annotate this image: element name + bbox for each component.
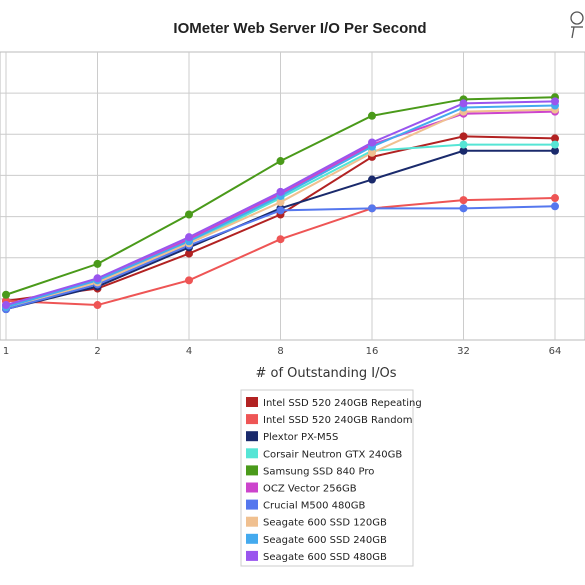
data-point <box>2 290 10 299</box>
data-point <box>459 196 468 205</box>
data-point <box>459 99 468 108</box>
x-tick-label: 64 <box>549 346 562 357</box>
legend-entry[interactable]: Corsair Neutron GTX 240GB <box>263 449 402 460</box>
legend-swatch[interactable] <box>246 397 258 407</box>
legend-swatch[interactable] <box>246 516 258 527</box>
data-point <box>276 157 285 166</box>
x-tick-label: 4 <box>186 346 192 357</box>
x-tick-label: 1 <box>3 346 9 357</box>
x-tick-label: 32 <box>457 346 470 357</box>
legend-swatch[interactable] <box>246 550 258 561</box>
x-axis-label: # of Outstanding I/Os <box>255 366 396 381</box>
legend-entry[interactable]: Intel SSD 520 240GB Repeating <box>263 398 422 409</box>
data-point <box>551 146 559 155</box>
series-points <box>2 93 559 314</box>
data-point <box>459 204 468 213</box>
legend-entry[interactable]: OCZ Vector 256GB <box>263 484 357 495</box>
legend-entry[interactable]: Crucial M500 480GB <box>263 501 366 512</box>
data-point <box>459 146 468 155</box>
data-point <box>368 175 376 184</box>
data-point <box>185 249 193 258</box>
data-point <box>276 198 285 207</box>
legend-box <box>240 389 414 567</box>
data-point <box>551 194 559 203</box>
legend-swatch[interactable] <box>246 448 258 459</box>
corner-logo-icon <box>570 11 584 39</box>
legend-entry[interactable]: Samsung SSD 840 Pro <box>263 466 374 477</box>
data-point <box>185 233 193 242</box>
data-point <box>551 97 559 106</box>
data-point <box>276 187 285 196</box>
legend-entry[interactable]: Plextor PX-M5S <box>263 432 338 443</box>
x-tick-labels: 1 2 4 8 16 32 64 <box>3 346 562 357</box>
legend-swatch[interactable] <box>246 465 258 476</box>
x-tick-label: 8 <box>277 346 283 357</box>
legend: Intel SSD 520 240GB Repeating Intel SSD 5… <box>240 389 422 567</box>
data-point <box>459 140 468 149</box>
legend-entry[interactable]: Seagate 600 SSD 120GB <box>263 518 387 529</box>
data-point <box>185 276 193 285</box>
data-point <box>93 274 102 283</box>
legend-swatch[interactable] <box>246 431 258 442</box>
plot-frame <box>0 51 585 341</box>
chart-title: IOMeter Web Server I/O Per Second <box>173 20 426 37</box>
legend-entry[interactable]: Intel SSD 520 240GB Random <box>263 415 412 426</box>
data-point <box>2 301 10 310</box>
x-tick-label: 2 <box>94 346 100 357</box>
data-point <box>185 210 193 219</box>
legend-swatch[interactable] <box>246 482 258 493</box>
data-point <box>276 235 285 244</box>
data-point <box>93 301 102 310</box>
legend-entry[interactable]: Seagate 600 SSD 240GB <box>263 535 387 546</box>
legend-entry[interactable]: Seagate 600 SSD 480GB <box>263 552 387 563</box>
data-point <box>551 134 559 143</box>
legend-swatch[interactable] <box>246 414 258 425</box>
data-point <box>368 148 376 157</box>
legend-swatch[interactable] <box>246 499 258 510</box>
data-point <box>551 140 559 149</box>
x-tick-label: 16 <box>366 346 379 357</box>
data-point <box>551 202 559 211</box>
data-point <box>368 138 376 147</box>
data-point <box>276 206 285 215</box>
data-point <box>368 204 376 213</box>
data-point <box>368 111 376 120</box>
data-point <box>93 259 102 268</box>
data-point <box>459 132 468 141</box>
legend-swatch[interactable] <box>246 533 258 544</box>
